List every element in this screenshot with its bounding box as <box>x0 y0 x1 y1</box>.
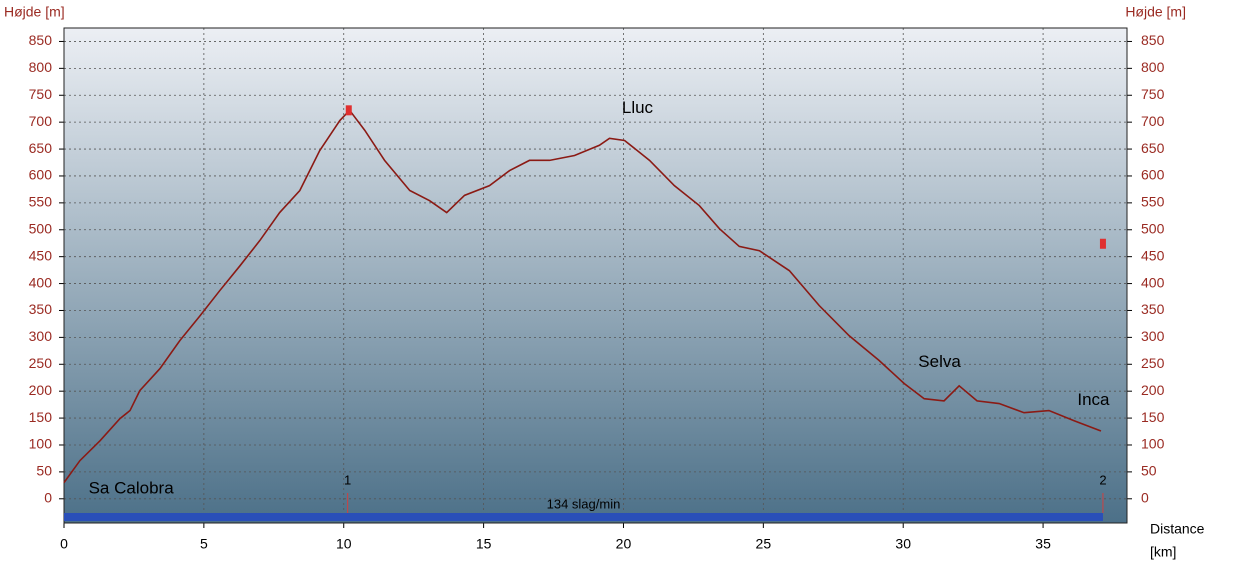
y2-tick-label: 150 <box>1141 409 1165 425</box>
y-tick-label: 100 <box>29 436 53 452</box>
y-tick-label: 250 <box>29 355 53 371</box>
x-tick-label: 10 <box>336 536 352 552</box>
y2-tick-label: 0 <box>1141 489 1149 505</box>
zone-label: 134 slag/min <box>547 496 621 511</box>
zone-bar <box>64 513 1103 521</box>
marker <box>1099 238 1106 249</box>
plot-area <box>64 28 1127 523</box>
y2-tick-label: 200 <box>1141 382 1165 398</box>
x-tick-label: 35 <box>1035 536 1051 552</box>
x-tick-label: 5 <box>200 536 208 552</box>
y2-tick-label: 50 <box>1141 463 1157 479</box>
x-axis-unit: [km] <box>1150 544 1176 560</box>
y-tick-label: 850 <box>29 32 53 48</box>
y2-tick-label: 350 <box>1141 301 1165 317</box>
annotation: Selva <box>918 352 961 371</box>
y2-tick-label: 300 <box>1141 328 1165 344</box>
lap-label: 1 <box>344 472 351 487</box>
y2-tick-label: 550 <box>1141 194 1165 210</box>
y2-tick-label: 500 <box>1141 220 1165 236</box>
y2-tick-label: 700 <box>1141 113 1165 129</box>
x-tick-label: 0 <box>60 536 68 552</box>
y2-tick-label: 650 <box>1141 140 1165 156</box>
y-tick-label: 550 <box>29 194 53 210</box>
y2-tick-label: 850 <box>1141 32 1165 48</box>
y2-tick-label: 800 <box>1141 59 1165 75</box>
y-axis-label: Højde [m] <box>4 4 65 20</box>
y-tick-label: 0 <box>44 489 52 505</box>
y-tick-label: 650 <box>29 140 53 156</box>
marker <box>345 105 352 116</box>
y2-tick-label: 100 <box>1141 436 1165 452</box>
y2-tick-label: 400 <box>1141 274 1165 290</box>
annotation: Lluc <box>622 98 654 117</box>
y2-tick-label: 600 <box>1141 167 1165 183</box>
y-tick-label: 750 <box>29 86 53 102</box>
x-tick-label: 30 <box>895 536 911 552</box>
lap-label: 2 <box>1099 472 1106 487</box>
annotation: Sa Calobra <box>89 479 175 498</box>
y-tick-label: 50 <box>36 463 52 479</box>
elevation-line <box>63 109 1102 484</box>
x-axis-label: Distance <box>1150 521 1205 537</box>
annotation: Inca <box>1077 390 1110 409</box>
y-tick-label: 700 <box>29 113 53 129</box>
y-tick-label: 350 <box>29 301 53 317</box>
y-tick-label: 300 <box>29 328 53 344</box>
x-tick-label: 25 <box>756 536 772 552</box>
y2-tick-label: 450 <box>1141 247 1165 263</box>
x-tick-label: 20 <box>616 536 632 552</box>
y2-axis-label: Højde [m] <box>1125 4 1186 20</box>
y-tick-label: 200 <box>29 382 53 398</box>
y-tick-label: 600 <box>29 167 53 183</box>
y-tick-label: 500 <box>29 220 53 236</box>
y-tick-label: 450 <box>29 247 53 263</box>
y-tick-label: 400 <box>29 274 53 290</box>
y2-tick-label: 250 <box>1141 355 1165 371</box>
y-tick-label: 800 <box>29 59 53 75</box>
y2-tick-label: 750 <box>1141 86 1165 102</box>
y-tick-label: 150 <box>29 409 53 425</box>
plot-frame <box>63 27 1128 524</box>
x-tick-label: 15 <box>476 536 492 552</box>
